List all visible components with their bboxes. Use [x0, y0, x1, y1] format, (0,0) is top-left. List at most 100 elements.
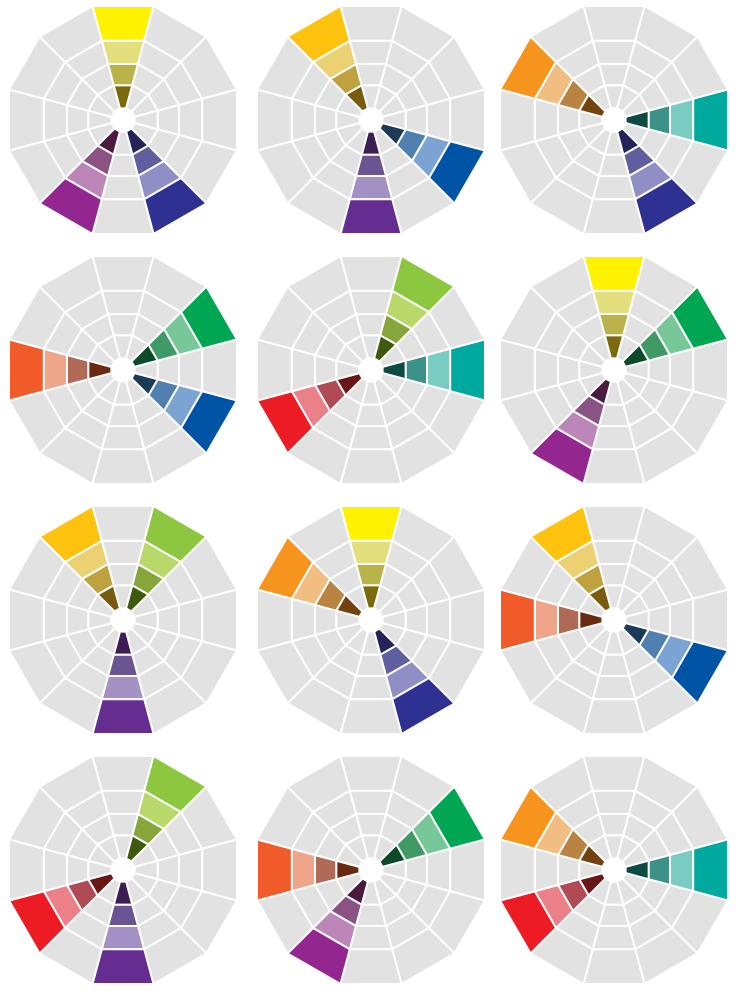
wheel-12 — [494, 750, 734, 990]
band-blue-green-3 — [669, 97, 695, 143]
band-empty — [100, 539, 146, 565]
band-yellow-4 — [91, 5, 155, 42]
band-empty — [290, 97, 316, 143]
segment-empty — [286, 255, 369, 363]
segment-empty — [582, 880, 646, 985]
wheel-3 — [494, 0, 734, 240]
wheel-center — [113, 610, 133, 630]
segment-empty — [621, 535, 729, 618]
segment-orange — [256, 535, 364, 618]
color-wheel-svg — [256, 505, 486, 735]
segment-empty — [378, 35, 486, 118]
wheel-center — [361, 860, 381, 880]
wheel-4 — [3, 250, 243, 490]
segment-green — [621, 285, 729, 368]
wheel-center — [361, 110, 381, 130]
band-empty — [91, 198, 155, 235]
segment-empty — [529, 255, 612, 363]
wheel-center — [604, 110, 624, 130]
segment-empty — [256, 872, 364, 955]
segment-empty — [8, 35, 116, 118]
segment-empty — [256, 622, 364, 705]
band-empty — [582, 198, 646, 235]
band-empty — [529, 5, 594, 64]
band-empty — [42, 97, 68, 143]
wheel-center — [361, 360, 381, 380]
segment-empty — [125, 377, 208, 485]
band-empty — [591, 425, 637, 451]
band-empty — [201, 338, 238, 402]
segment-empty — [38, 755, 121, 863]
segment-blue-violet — [125, 127, 208, 235]
segment-blue — [130, 372, 238, 455]
band-empty — [91, 505, 155, 542]
segment-yellow-orange — [286, 5, 369, 113]
band-empty — [339, 948, 403, 985]
band-empty — [533, 347, 559, 393]
segment-empty — [621, 35, 729, 118]
segment-empty — [621, 122, 729, 205]
band-empty — [38, 5, 103, 64]
wheel-center — [113, 860, 133, 880]
band-empty — [348, 425, 394, 451]
band-red-orange-3 — [290, 847, 316, 893]
band-yellow-orange-4 — [38, 505, 103, 564]
segment-empty — [130, 122, 238, 205]
band-empty — [499, 338, 536, 402]
band-empty — [8, 588, 45, 652]
band-empty — [286, 755, 351, 814]
band-empty — [499, 838, 536, 902]
band-empty — [449, 88, 486, 152]
band-empty — [426, 97, 452, 143]
segment-red-orange — [499, 588, 604, 652]
band-empty — [8, 88, 45, 152]
segment-empty — [91, 755, 155, 860]
segment-empty — [8, 88, 113, 152]
band-empty — [100, 289, 146, 315]
band-red-orange-3 — [42, 347, 68, 393]
segment-empty — [38, 255, 121, 363]
band-empty — [42, 847, 68, 893]
wheel-center — [604, 860, 624, 880]
band-empty — [339, 448, 403, 485]
color-wheel-svg — [499, 255, 729, 485]
band-empty — [533, 847, 559, 893]
band-yellow-4 — [582, 255, 646, 292]
segment-empty — [373, 877, 456, 985]
band-violet-3 — [348, 175, 394, 201]
band-empty — [499, 88, 536, 152]
color-wheel-svg — [256, 755, 486, 985]
band-blue-green-3 — [669, 847, 695, 893]
band-empty — [591, 175, 637, 201]
segment-empty — [91, 130, 155, 235]
band-empty — [290, 347, 316, 393]
segment-empty — [582, 380, 646, 485]
band-empty — [256, 338, 293, 402]
band-empty — [286, 505, 351, 564]
band-empty — [286, 255, 351, 314]
wheel-8 — [251, 500, 491, 740]
band-empty — [100, 425, 146, 451]
segment-empty — [256, 338, 361, 402]
band-empty — [591, 925, 637, 951]
segment-empty — [616, 5, 699, 113]
segment-empty — [621, 372, 729, 455]
band-yellow-3 — [100, 39, 146, 65]
segment-empty — [529, 5, 612, 113]
band-yellow-4 — [339, 505, 403, 542]
band-yellow-orange-4 — [529, 505, 594, 564]
segment-red — [8, 872, 116, 955]
band-empty — [449, 588, 486, 652]
band-empty — [100, 175, 146, 201]
wheel-center — [361, 610, 381, 630]
segment-blue-green — [624, 838, 729, 902]
band-empty — [582, 948, 646, 985]
band-empty — [692, 588, 729, 652]
wheel-6 — [494, 250, 734, 490]
wheel-center — [113, 360, 133, 380]
segment-empty — [616, 505, 699, 613]
band-violet-4 — [339, 198, 403, 235]
band-violet-4 — [91, 698, 155, 735]
band-empty — [669, 597, 695, 643]
band-empty — [449, 838, 486, 902]
